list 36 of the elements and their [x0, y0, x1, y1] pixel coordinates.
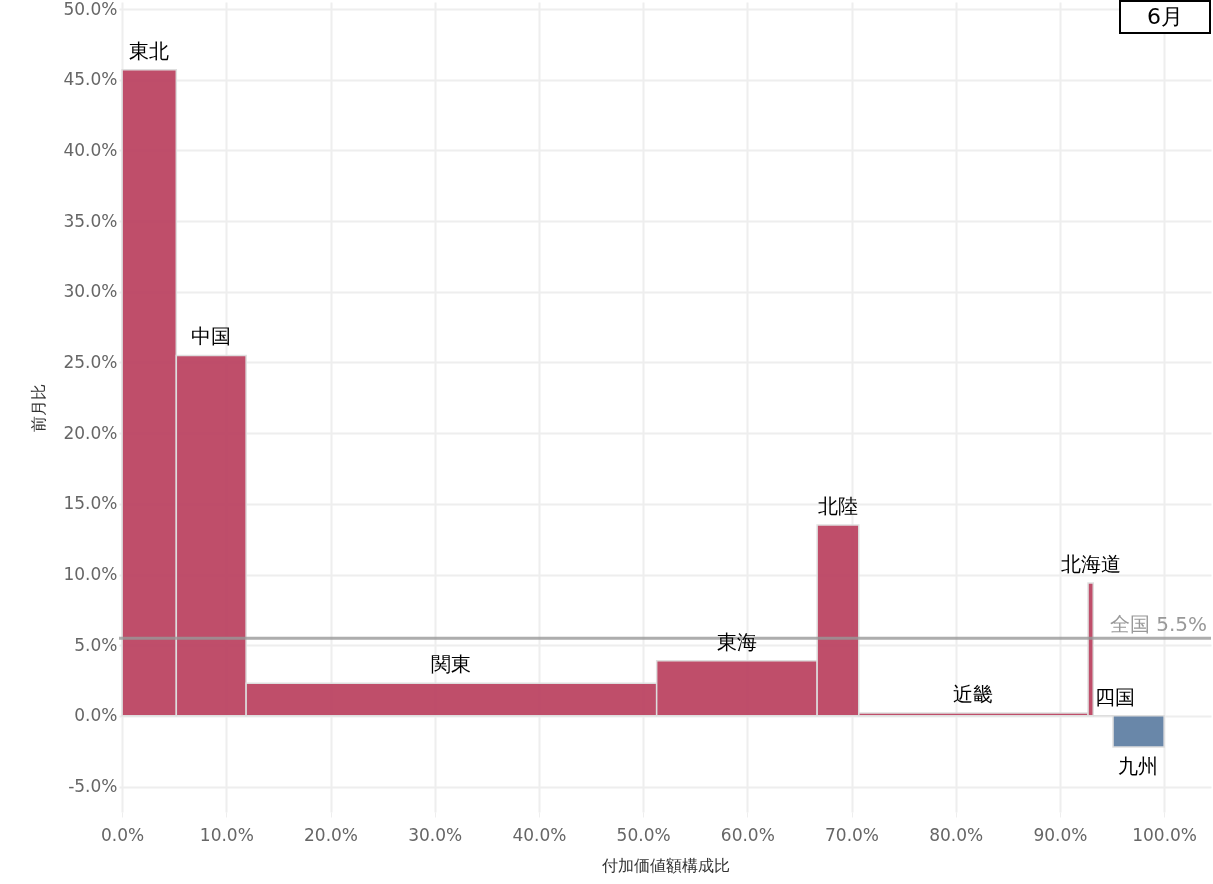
x-tick-label: 20.0%: [304, 824, 359, 845]
x-tick-label: 80.0%: [929, 824, 984, 845]
y-tick-label: 25.0%: [63, 351, 118, 372]
x-tick-label: 50.0%: [616, 824, 671, 845]
x-tick-label: 70.0%: [825, 824, 880, 845]
annotation: 北陸: [817, 494, 858, 519]
x-tick-label: 60.0%: [720, 824, 775, 845]
y-tick-label: 15.0%: [63, 493, 118, 514]
x-tick-label: 30.0%: [408, 824, 463, 845]
y-tick-label: 30.0%: [63, 281, 118, 302]
x-tick-label: 10.0%: [199, 824, 254, 845]
annotation: 東北: [129, 38, 170, 63]
x-tick-label: 100.0%: [1132, 824, 1198, 845]
x-tick-label: 0.0%: [101, 824, 145, 845]
y-tick-label: 10.0%: [63, 564, 118, 585]
y-tick-label: 0.0%: [74, 705, 118, 726]
y-tick-label: 50.0%: [63, 0, 118, 19]
y-tick-label: 5.0%: [74, 634, 118, 655]
y-tick-label: 40.0%: [63, 139, 118, 160]
annotation: 東海: [716, 629, 757, 654]
annotation: 関東: [431, 652, 472, 677]
annotation: 近畿: [953, 682, 994, 707]
y-tick-label: 45.0%: [63, 69, 118, 90]
y-tick-label: -5.0%: [68, 776, 118, 797]
y-tick-label: 20.0%: [63, 422, 118, 443]
annotation: 中国: [190, 324, 231, 349]
annotation: 四国: [1095, 684, 1136, 709]
ref-line-label: 全国 5.5%: [1109, 612, 1207, 637]
annotation: 九州: [1118, 753, 1159, 778]
annotation: 6月: [1119, 0, 1211, 34]
x-tick-label: 90.0%: [1033, 824, 1088, 845]
annotation: 北海道: [1060, 551, 1121, 576]
y-tick-label: 35.0%: [63, 210, 118, 231]
x-axis-title: 付加価値額構成比: [600, 855, 730, 875]
x-tick-label: 40.0%: [512, 824, 567, 845]
y-axis-title: 前月比: [29, 383, 49, 432]
